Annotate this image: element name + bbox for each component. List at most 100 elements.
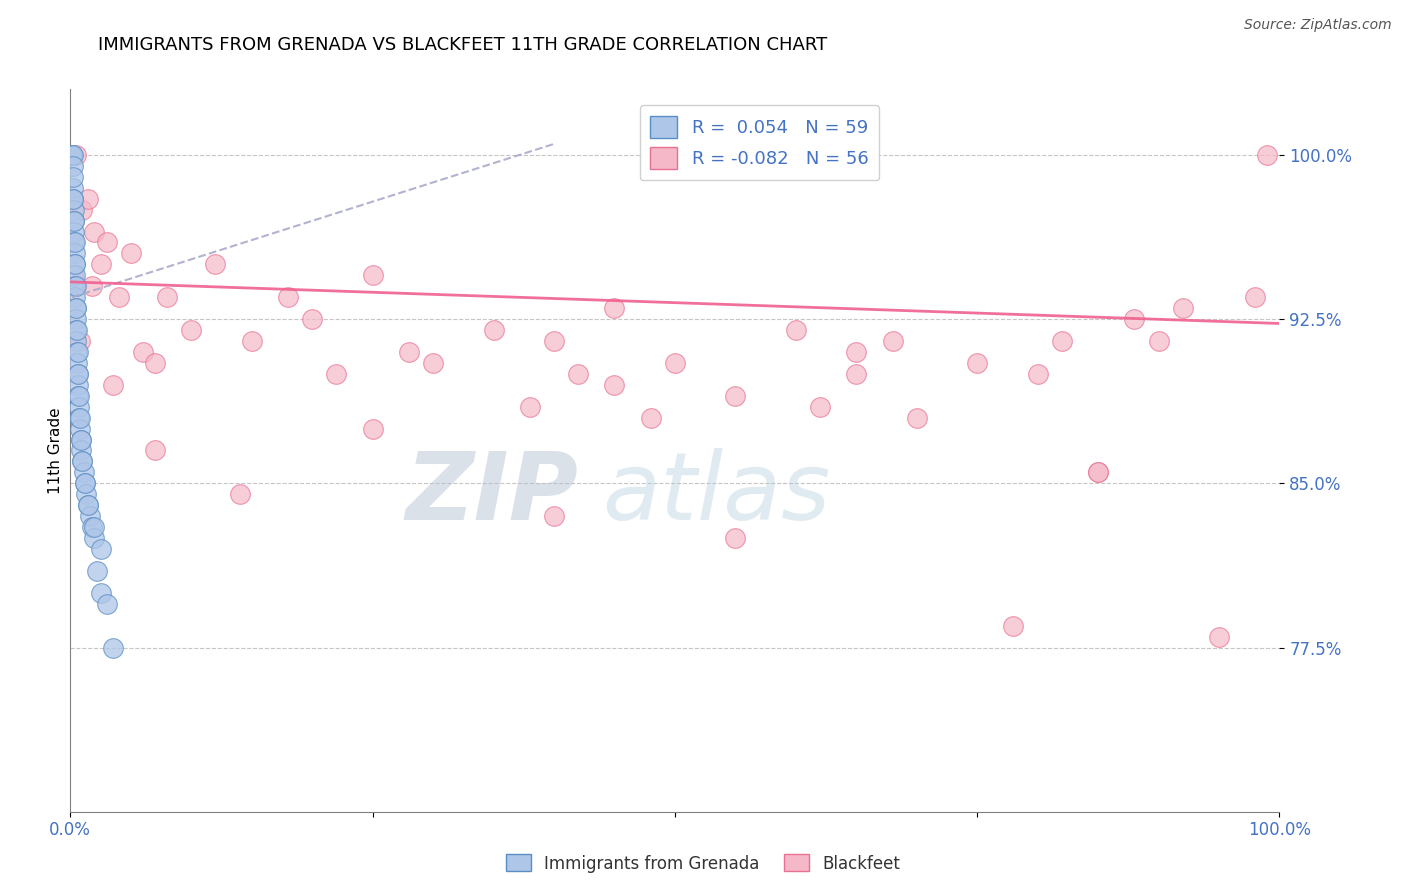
Point xyxy=(66,377,89,392)
Point xyxy=(325,367,347,381)
Point xyxy=(1256,148,1278,162)
Point xyxy=(1002,618,1025,632)
Point xyxy=(90,586,111,600)
Point xyxy=(86,564,108,578)
Point xyxy=(1087,466,1109,480)
Point xyxy=(90,257,111,271)
Point xyxy=(90,541,111,556)
Point xyxy=(1171,301,1194,315)
Point xyxy=(67,389,90,403)
Point xyxy=(482,323,505,337)
Point xyxy=(845,345,868,359)
Point xyxy=(603,377,626,392)
Point xyxy=(63,257,86,271)
Legend: Immigrants from Grenada, Blackfeet: Immigrants from Grenada, Blackfeet xyxy=(499,847,907,880)
Point xyxy=(65,345,87,359)
Point xyxy=(66,367,89,381)
Point xyxy=(69,421,91,435)
Point xyxy=(72,454,94,468)
Point xyxy=(62,268,84,283)
Point xyxy=(69,433,91,447)
Point xyxy=(75,487,97,501)
Point xyxy=(96,235,118,250)
Point xyxy=(882,334,904,348)
Point xyxy=(120,246,142,260)
Text: Source: ZipAtlas.com: Source: ZipAtlas.com xyxy=(1244,18,1392,32)
Point xyxy=(301,312,323,326)
Point xyxy=(664,356,686,370)
Point xyxy=(65,279,87,293)
Point xyxy=(519,400,541,414)
Point xyxy=(543,334,565,348)
Point xyxy=(143,356,166,370)
Point xyxy=(73,476,96,491)
Point xyxy=(228,487,250,501)
Point xyxy=(63,235,86,250)
Point xyxy=(70,433,93,447)
Point xyxy=(180,323,202,337)
Point xyxy=(966,356,988,370)
Point xyxy=(66,345,89,359)
Text: IMMIGRANTS FROM GRENADA VS BLACKFEET 11TH GRADE CORRELATION CHART: IMMIGRANTS FROM GRENADA VS BLACKFEET 11T… xyxy=(98,36,828,54)
Point xyxy=(1147,334,1170,348)
Point xyxy=(69,410,91,425)
Point xyxy=(80,279,103,293)
Point xyxy=(724,389,747,403)
Point xyxy=(640,410,662,425)
Point xyxy=(73,476,96,491)
Y-axis label: 11th Grade: 11th Grade xyxy=(48,407,63,494)
Text: ZIP: ZIP xyxy=(405,448,578,540)
Point xyxy=(77,192,100,206)
Point xyxy=(1050,334,1073,348)
Point xyxy=(63,225,86,239)
Point xyxy=(67,389,90,403)
Point xyxy=(785,323,807,337)
Point xyxy=(101,377,124,392)
Point xyxy=(62,180,84,194)
Point xyxy=(845,367,868,381)
Point xyxy=(567,367,589,381)
Point xyxy=(905,410,928,425)
Point xyxy=(101,640,124,655)
Point xyxy=(83,531,105,545)
Point xyxy=(62,169,84,184)
Point xyxy=(65,312,87,326)
Point xyxy=(1123,312,1146,326)
Point xyxy=(79,509,101,524)
Point xyxy=(63,213,86,227)
Point xyxy=(62,192,84,206)
Point xyxy=(63,257,86,271)
Point xyxy=(80,520,103,534)
Point xyxy=(132,345,155,359)
Point xyxy=(240,334,263,348)
Point xyxy=(60,148,83,162)
Point xyxy=(65,323,87,337)
Point xyxy=(107,290,129,304)
Point xyxy=(72,466,94,480)
Point xyxy=(62,202,84,217)
Point xyxy=(1087,466,1109,480)
Point xyxy=(69,334,91,348)
Point xyxy=(603,301,626,315)
Point xyxy=(156,290,179,304)
Point xyxy=(422,356,444,370)
Point xyxy=(72,202,94,217)
Text: atlas: atlas xyxy=(602,449,831,540)
Point xyxy=(1026,367,1049,381)
Point xyxy=(277,290,299,304)
Point xyxy=(63,235,86,250)
Point xyxy=(65,334,87,348)
Point xyxy=(65,148,87,162)
Point xyxy=(808,400,831,414)
Point xyxy=(65,290,87,304)
Point xyxy=(67,410,90,425)
Point xyxy=(63,268,86,283)
Point xyxy=(143,443,166,458)
Point xyxy=(62,148,84,162)
Point xyxy=(398,345,420,359)
Point xyxy=(361,421,384,435)
Point xyxy=(724,531,747,545)
Point xyxy=(65,301,87,315)
Point xyxy=(96,597,118,611)
Point xyxy=(543,509,565,524)
